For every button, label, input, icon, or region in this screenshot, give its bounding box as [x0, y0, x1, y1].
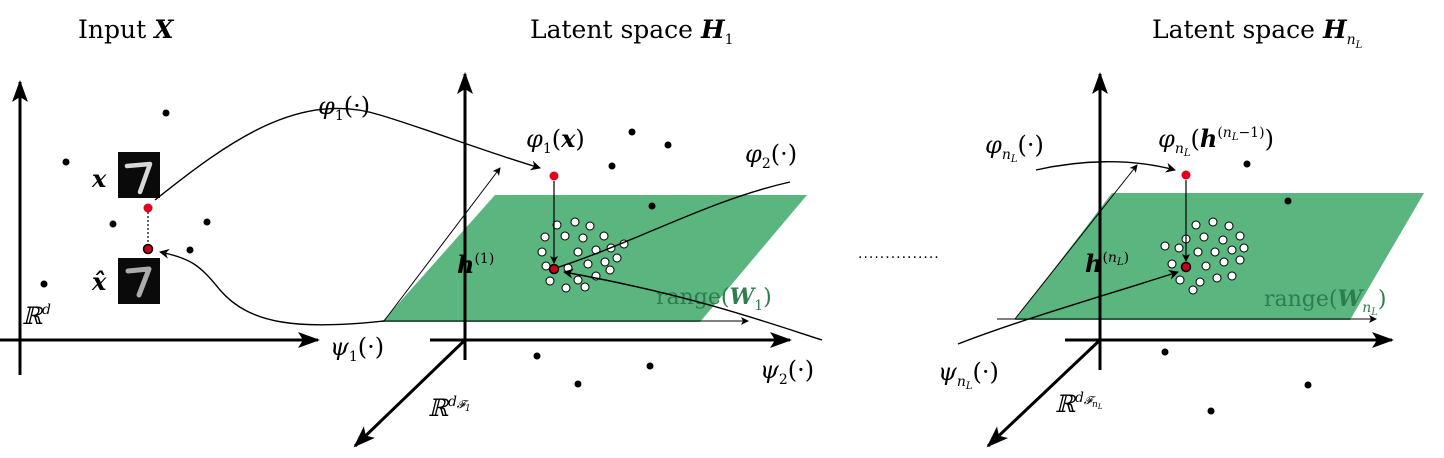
hnl-label: h(nL): [1085, 249, 1129, 278]
latent1-z-axis: [353, 338, 467, 448]
phi1-label: φ1(·): [318, 92, 370, 124]
phi1-curve: [154, 107, 541, 201]
data-point: [664, 141, 672, 149]
phi2-label: φ2(·): [745, 140, 797, 172]
latent-space-nl: ℝd𝓕nL h(nL) φnL(h(nL−1)) range(WnL): [986, 72, 1424, 448]
latent-cluster-nl: [1160, 217, 1249, 295]
x-label: x: [91, 164, 107, 193]
ellipsis-dots: ...............: [858, 246, 940, 262]
latentnl-z-axis: [986, 338, 1102, 448]
input-space: ℝd x x̂: [0, 80, 320, 375]
data-point: [1284, 197, 1292, 205]
data-point: [62, 158, 70, 166]
data-point: [574, 380, 582, 388]
input-point-x-hat: [142, 243, 154, 255]
latent-cluster-1: [537, 217, 629, 293]
data-point: [203, 218, 211, 226]
rdfnl-label: ℝd𝓕nL: [1055, 390, 1103, 418]
psi1-curve: [159, 248, 385, 326]
data-point: [40, 280, 48, 288]
reconstructed-seven-image: [118, 258, 160, 304]
title-latent-nl: Latent space HnL: [1152, 15, 1363, 51]
phinl-curve: [1035, 161, 1176, 173]
mapping-curves-nl: [957, 161, 1179, 345]
data-point: [1207, 407, 1215, 415]
h1-point: [548, 263, 560, 275]
title-input: Input X: [78, 15, 175, 44]
title-latent-1: Latent space H1: [530, 15, 733, 48]
data-point: [1243, 160, 1251, 168]
data-point: [1304, 381, 1312, 389]
plane-range-w1: [382, 195, 807, 322]
phi2-curve: [558, 181, 791, 268]
input-point-x: [143, 203, 153, 213]
phinl-h-point: [1181, 170, 1191, 180]
h1-label: h(1): [457, 250, 494, 279]
psinl-curve: [957, 269, 1179, 345]
data-point: [648, 202, 656, 210]
mapping-curves: [154, 107, 823, 341]
range-w1-label: range(W1): [656, 284, 772, 314]
rdf1-label: ℝd𝓕1: [428, 394, 471, 422]
psi2-label: ψ2(·): [760, 356, 814, 388]
data-point: [109, 220, 117, 228]
psinl-label: ψnL(·): [938, 358, 999, 392]
phi1-x-point: [549, 171, 559, 181]
data-point: [608, 162, 616, 170]
phi1-x-label: φ1(x): [526, 124, 585, 157]
psi2-curve: [563, 268, 823, 341]
plane-axis-1: [1014, 164, 1138, 320]
rd-label: ℝd: [22, 302, 51, 330]
latent-space-1: ℝd𝓕1 φ1(x) h(1) range(W1): [353, 72, 807, 448]
phinl-label: φnL(·): [985, 131, 1044, 165]
phinl-h-label: φnL(h(nL−1)): [1158, 124, 1274, 159]
psi1-label: ψ1(·): [330, 333, 384, 365]
handwritten-seven-image: [118, 152, 160, 198]
data-point: [162, 109, 170, 117]
data-point: [1161, 348, 1169, 356]
data-point: [628, 128, 636, 136]
hnl-point: [1180, 261, 1192, 273]
plane-axis-1: [383, 167, 501, 322]
data-point: [533, 352, 541, 360]
x-hat-label: x̂: [91, 267, 107, 296]
plane-range-wnl: [1015, 193, 1424, 320]
data-point: [186, 246, 194, 254]
data-point: [646, 362, 654, 370]
